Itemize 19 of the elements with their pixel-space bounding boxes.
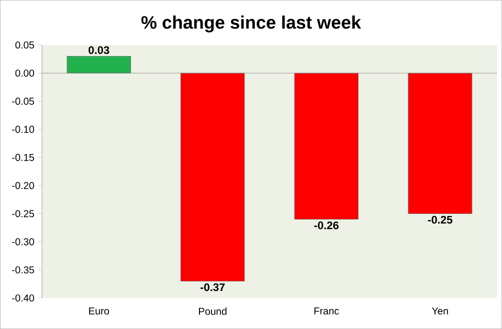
x-tick-label: Pound [198,308,226,315]
data-label: -0.26 [314,222,339,230]
y-tick-label: -0.05 [12,98,34,105]
y-tick-label: -0.30 [12,238,34,246]
y-tick-label: -0.20 [12,182,34,190]
data-label: -0.25 [428,216,452,224]
chart-title: % change since last week [141,16,362,32]
y-tick-label: -0.35 [12,266,34,274]
y-tick-label: -0.25 [12,210,34,218]
y-tick-label: -0.10 [12,126,34,133]
x-tick-label: Yen [432,308,448,315]
data-label: 0.03 [88,46,110,54]
y-tick-label: -0.40 [12,294,34,302]
y-tick-label: 0.05 [15,41,34,49]
y-tick-label: -0.15 [12,154,34,161]
x-tick-label: Franc [314,308,339,315]
data-label: -0.37 [200,283,225,292]
y-tick-label: 0.00 [15,70,34,77]
x-tick-label: Euro [89,308,110,315]
